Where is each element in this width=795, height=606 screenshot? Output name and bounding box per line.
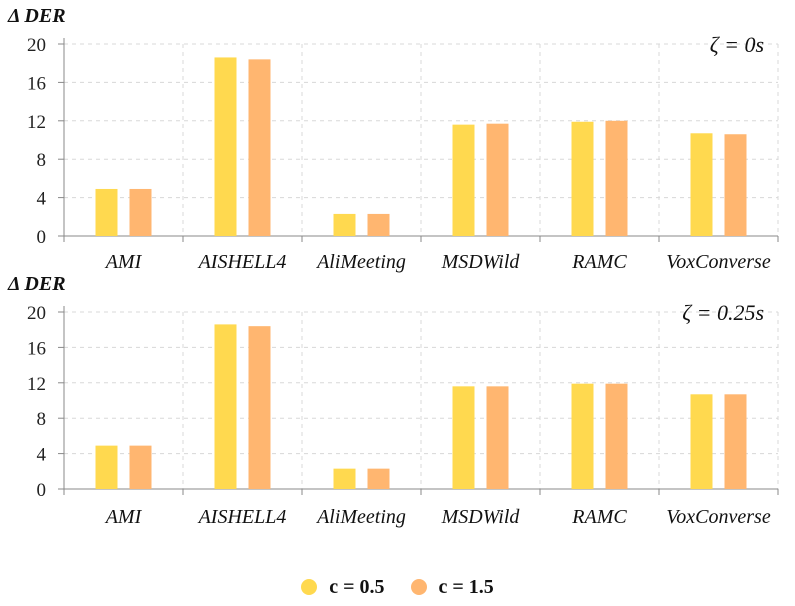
p1-bar-aishell4-c-1-5 xyxy=(248,326,271,489)
p0-bar-aishell4-c-0-5 xyxy=(214,57,237,236)
p0-annotation: ζ = 0s xyxy=(710,32,764,57)
p1-ytick-0: 0 xyxy=(37,480,47,501)
p1-bar-voxconverse-c-0-5 xyxy=(690,394,713,489)
p0-ytick-12: 12 xyxy=(27,112,46,133)
p1-category-alimeeting: AliMeeting xyxy=(315,506,406,528)
p0-category-ami: AMI xyxy=(104,251,143,273)
p0-category-alimeeting: AliMeeting xyxy=(315,251,406,273)
p0-bar-alimeeting-c-0-5 xyxy=(333,213,356,236)
p1-bar-alimeeting-c-1-5 xyxy=(367,468,390,489)
legend-swatch-c-0-5 xyxy=(301,579,318,595)
p1-category-aishell4: AISHELL4 xyxy=(197,506,287,528)
p0-ylabel: Δ DER xyxy=(7,5,66,27)
p0-bar-ramc-c-0-5 xyxy=(571,121,594,236)
p1-bar-ramc-c-0-5 xyxy=(571,383,594,489)
p0-bar-ami-c-0-5 xyxy=(95,188,118,236)
p1-bar-ami-c-0-5 xyxy=(95,445,118,489)
p0-bar-msdwild-c-1-5 xyxy=(486,123,509,236)
p0-bar-ramc-c-1-5 xyxy=(605,120,628,236)
p0-category-aishell4: AISHELL4 xyxy=(197,251,287,273)
legend-label-c-1-5: c = 1.5 xyxy=(438,575,494,598)
p1-annotation: ζ = 0.25s xyxy=(682,300,764,325)
p0-category-voxconverse: VoxConverse xyxy=(666,251,771,273)
p0-bar-alimeeting-c-1-5 xyxy=(367,213,390,236)
p0-category-msdwild: MSDWild xyxy=(441,251,521,273)
p1-ytick-20: 20 xyxy=(27,303,46,324)
p0-category-ramc: RAMC xyxy=(571,251,627,273)
p0-ytick-20: 20 xyxy=(27,35,46,56)
p1-category-ramc: RAMC xyxy=(571,506,627,528)
p0-bar-ami-c-1-5 xyxy=(129,188,152,236)
p0-bar-voxconverse-c-1-5 xyxy=(724,134,747,236)
legend-item-c-0-5[interactable]: c = 0.5 xyxy=(301,575,385,599)
p1-bar-msdwild-c-1-5 xyxy=(486,386,509,489)
p1-bar-alimeeting-c-0-5 xyxy=(333,468,356,489)
chart-svg: 0 4 8 12 16 20 AMI AISHELL4 AliMeeting MSDWild RAM… xyxy=(7,5,779,528)
legend-label-c-0-5: c = 0.5 xyxy=(329,575,385,598)
p1-category-msdwild: MSDWild xyxy=(441,506,521,528)
p0-ytick-0: 0 xyxy=(37,227,47,248)
p1-category-ami: AMI xyxy=(104,506,143,528)
p1-ylabel: Δ DER xyxy=(7,273,66,295)
legend-swatch-c-1-5 xyxy=(410,579,427,595)
p0-bar-voxconverse-c-0-5 xyxy=(690,133,713,236)
p1-bar-msdwild-c-0-5 xyxy=(452,386,475,489)
p0-bar-aishell4-c-1-5 xyxy=(248,59,271,236)
p1-bar-aishell4-c-0-5 xyxy=(214,324,237,489)
p1-ytick-16: 16 xyxy=(27,338,46,359)
p1-ytick-4: 4 xyxy=(37,445,47,466)
p0-ytick-8: 8 xyxy=(37,150,47,171)
p1-ytick-12: 12 xyxy=(27,374,46,395)
p1-category-voxconverse: VoxConverse xyxy=(666,506,771,528)
p0-ytick-16: 16 xyxy=(27,73,46,94)
legend: c = 0.5 c = 1.5 xyxy=(0,572,795,602)
legend-item-c-1-5[interactable]: c = 1.5 xyxy=(410,575,494,599)
p1-bar-voxconverse-c-1-5 xyxy=(724,394,747,489)
p0-bar-msdwild-c-0-5 xyxy=(452,124,475,236)
p1-bar-ramc-c-1-5 xyxy=(605,383,628,489)
p1-bar-ami-c-1-5 xyxy=(129,445,152,489)
p0-ytick-4: 4 xyxy=(37,189,47,210)
p1-ytick-8: 8 xyxy=(37,409,47,430)
